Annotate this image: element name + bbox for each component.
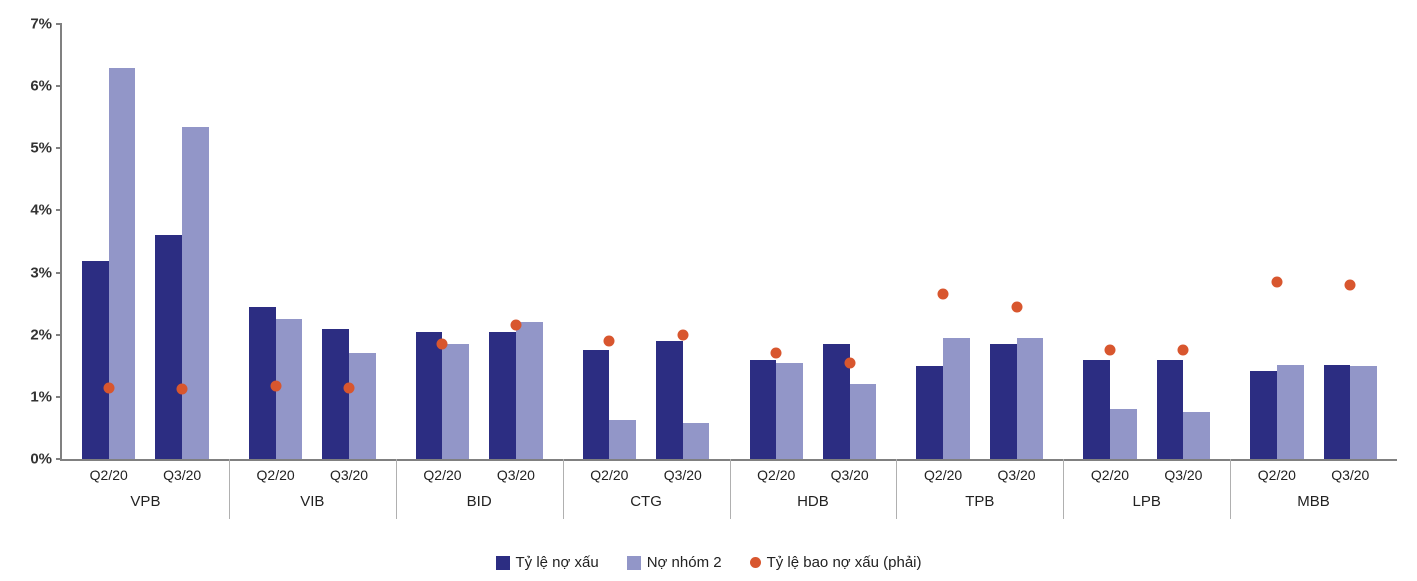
x-quarter-label: Q3/20 — [497, 459, 535, 483]
x-quarter-label: Q3/20 — [664, 459, 702, 483]
plot-area: 0%1%2%3%4%5%6%7%Q2/20Q3/20Q2/20Q3/20Q2/2… — [60, 24, 1397, 461]
bar-npl — [322, 329, 349, 460]
marker-coverage — [1271, 276, 1282, 287]
x-quarter-label: Q2/20 — [1258, 459, 1296, 483]
marker-coverage — [510, 320, 521, 331]
marker-coverage — [938, 289, 949, 300]
group-separator — [229, 459, 230, 519]
marker-coverage — [103, 382, 114, 393]
bar-npl — [1250, 371, 1277, 459]
group-separator — [1230, 459, 1231, 519]
y-tick-mark — [56, 396, 62, 398]
x-quarter-label: Q2/20 — [1091, 459, 1129, 483]
x-quarter-label: Q3/20 — [330, 459, 368, 483]
bar-npl — [656, 341, 683, 459]
marker-coverage — [1104, 345, 1115, 356]
group-separator — [730, 459, 731, 519]
bar-group2 — [442, 344, 469, 459]
x-group-label: VPB — [130, 459, 160, 510]
marker-coverage — [1011, 301, 1022, 312]
bar-group2 — [1277, 365, 1304, 459]
bar-group2 — [943, 338, 970, 459]
x-quarter-label: Q2/20 — [257, 459, 295, 483]
x-quarter-label: Q3/20 — [163, 459, 201, 483]
legend-item-group2: Nợ nhóm 2 — [627, 554, 722, 571]
group-separator — [563, 459, 564, 519]
group-separator — [896, 459, 897, 519]
bar-npl — [1324, 365, 1351, 459]
group-separator — [396, 459, 397, 519]
x-group-label: MBB — [1297, 459, 1330, 510]
x-group-label: TPB — [965, 459, 994, 510]
bar-npl — [416, 332, 443, 459]
legend-swatch-npl — [496, 556, 510, 570]
bar-npl — [155, 235, 182, 459]
x-quarter-label: Q3/20 — [997, 459, 1035, 483]
bar-npl — [583, 350, 610, 459]
x-quarter-label: Q2/20 — [423, 459, 461, 483]
y-tick-mark — [56, 272, 62, 274]
x-quarter-label: Q3/20 — [831, 459, 869, 483]
bar-group2 — [1110, 409, 1137, 459]
x-quarter-label: Q3/20 — [1164, 459, 1202, 483]
y-tick-mark — [56, 209, 62, 211]
group-separator — [1063, 459, 1064, 519]
bar-group2 — [776, 363, 803, 459]
marker-coverage — [344, 382, 355, 393]
marker-coverage — [604, 335, 615, 346]
bar-group2 — [1350, 366, 1377, 459]
x-quarter-label: Q3/20 — [1331, 459, 1369, 483]
bar-npl — [916, 366, 943, 459]
x-quarter-label: Q2/20 — [90, 459, 128, 483]
legend-label-coverage: Tỷ lệ bao nợ xấu (phải) — [767, 554, 922, 571]
bar-group2 — [683, 423, 710, 459]
x-group-label: LPB — [1133, 459, 1161, 510]
y-tick-mark — [56, 458, 62, 460]
legend-label-npl: Tỷ lệ nợ xấu — [516, 554, 599, 571]
marker-coverage — [437, 339, 448, 350]
x-group-label: HDB — [797, 459, 829, 510]
bar-npl — [489, 332, 516, 459]
x-group-label: CTG — [630, 459, 662, 510]
legend-swatch-group2 — [627, 556, 641, 570]
x-group-label: VIB — [300, 459, 324, 510]
marker-coverage — [177, 384, 188, 395]
y-tick-mark — [56, 85, 62, 87]
legend-label-group2: Nợ nhóm 2 — [647, 554, 722, 571]
legend-item-coverage: Tỷ lệ bao nợ xấu (phải) — [750, 554, 922, 571]
y-tick-mark — [56, 334, 62, 336]
marker-coverage — [771, 348, 782, 359]
bar-group2 — [1183, 412, 1210, 459]
marker-coverage — [270, 380, 281, 391]
bar-npl — [82, 261, 109, 459]
x-group-label: BID — [467, 459, 492, 510]
bar-npl — [990, 344, 1017, 459]
bar-npl — [750, 360, 777, 459]
bar-group2 — [516, 322, 543, 459]
bar-group2 — [182, 127, 209, 459]
marker-coverage — [1178, 345, 1189, 356]
marker-coverage — [1345, 280, 1356, 291]
chart-container: 0%1%2%3%4%5%6%7%Q2/20Q3/20Q2/20Q3/20Q2/2… — [0, 0, 1417, 581]
bar-npl — [1083, 360, 1110, 459]
x-quarter-label: Q2/20 — [757, 459, 795, 483]
bar-group2 — [609, 420, 636, 459]
legend-swatch-coverage — [750, 557, 761, 568]
bar-group2 — [1017, 338, 1044, 459]
legend: Tỷ lệ nợ xấu Nợ nhóm 2 Tỷ lệ bao nợ xấu … — [0, 554, 1417, 571]
bar-npl — [1157, 360, 1184, 459]
bar-group2 — [850, 384, 877, 459]
legend-item-npl: Tỷ lệ nợ xấu — [496, 554, 599, 571]
y-tick-mark — [56, 147, 62, 149]
x-quarter-label: Q2/20 — [590, 459, 628, 483]
x-quarter-label: Q2/20 — [924, 459, 962, 483]
bar-group2 — [109, 68, 136, 460]
y-tick-mark — [56, 23, 62, 25]
marker-coverage — [844, 357, 855, 368]
bar-group2 — [349, 353, 376, 459]
marker-coverage — [677, 329, 688, 340]
